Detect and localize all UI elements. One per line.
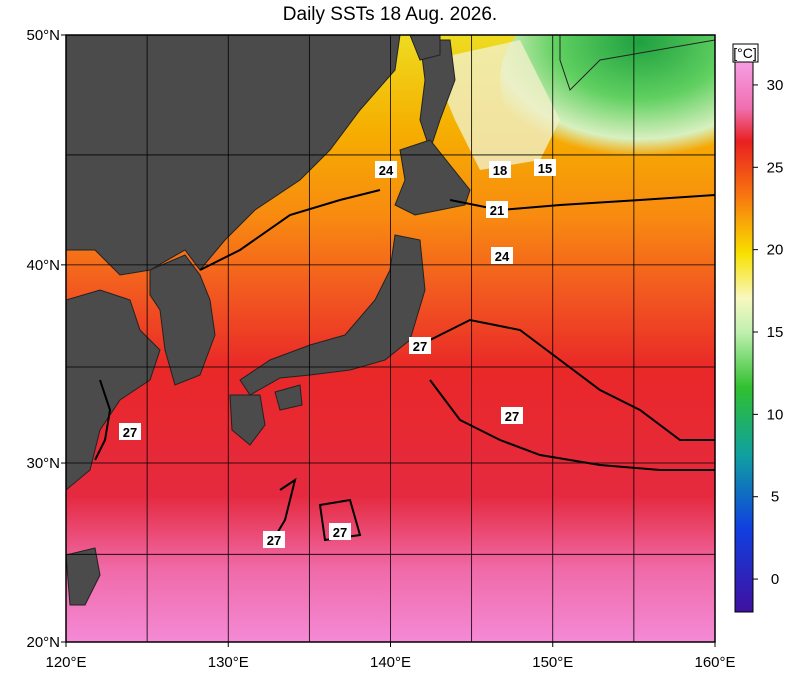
colorbar-tick-label: 20 — [767, 242, 784, 259]
x-tick-label: 120°E — [45, 654, 86, 671]
contour-label: 18 — [493, 163, 507, 178]
x-tick-label: 160°E — [694, 654, 735, 671]
colorbar-tick-label: 0 — [771, 571, 779, 588]
contour-label: 24 — [379, 163, 394, 178]
y-tick-label: 30°N — [26, 455, 60, 472]
y-tick-label: 20°N — [26, 634, 60, 651]
title: Daily SSTs 18 Aug. 2026. — [283, 4, 497, 25]
colorbar-tick-label: 30 — [767, 77, 784, 94]
colorbar-unit: [°C] — [733, 45, 757, 61]
contour-label-box — [501, 407, 523, 424]
contour-label-box — [486, 201, 508, 218]
x-tick-label: 130°E — [208, 654, 249, 671]
y-tick-label: 50°N — [26, 27, 60, 44]
x-tick-label: 150°E — [532, 654, 573, 671]
contour-label: 24 — [495, 249, 510, 264]
contour-label: 27 — [267, 533, 281, 548]
colorbar-tick-label: 5 — [771, 489, 779, 506]
colorbar — [734, 51, 754, 613]
contour-label-box — [489, 161, 511, 178]
contour-label-box — [119, 423, 141, 440]
cool-water — [430, 40, 560, 170]
x-tick-label: 140°E — [370, 654, 411, 671]
map-area — [66, 35, 715, 642]
contour-label: 27 — [413, 339, 427, 354]
colorbar-tick-label: 10 — [767, 406, 784, 423]
contour-label: 27 — [505, 409, 519, 424]
y-tick-label: 40°N — [26, 257, 60, 274]
contour-label-box — [534, 159, 556, 176]
contour-label: 15 — [538, 161, 552, 176]
contour-label-box — [375, 161, 397, 178]
contour-label-box — [409, 337, 431, 354]
contour-label-box — [491, 247, 513, 264]
contour-label: 21 — [490, 203, 504, 218]
colorbar-unit-box — [732, 43, 759, 63]
contour-label-box — [329, 523, 351, 540]
contour-label: 27 — [123, 425, 137, 440]
cold-water — [500, 35, 715, 175]
colorbar-tick-label: 25 — [767, 159, 784, 176]
contour-label-box — [263, 531, 285, 548]
contour-label: 27 — [333, 525, 347, 540]
colorbar-tick-label: 15 — [767, 324, 784, 341]
